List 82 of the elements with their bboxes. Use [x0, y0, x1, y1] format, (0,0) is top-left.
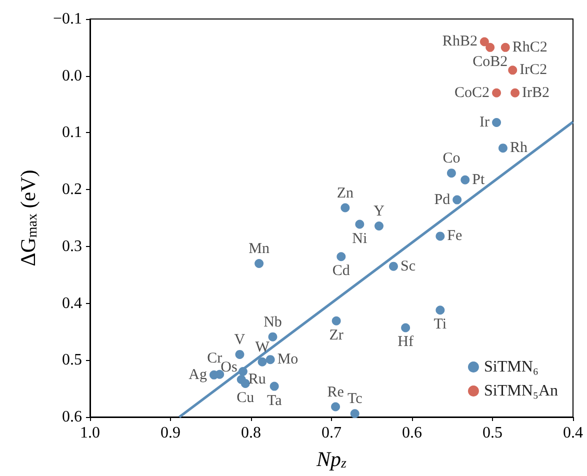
y-tick-label: 0.6 [62, 408, 82, 426]
y-tick-label: −0.1 [52, 10, 82, 28]
annotation: RhC2 [512, 39, 548, 56]
legend-label: SiTMN₆ [484, 358, 538, 376]
point [492, 88, 502, 98]
x-tick-label: 0.9 [160, 424, 180, 442]
y-tick-label: 0.2 [62, 181, 82, 198]
annotation: Hf [398, 334, 414, 350]
annotation: Rh [510, 140, 528, 156]
point [270, 382, 279, 391]
annotation: Tc [347, 391, 363, 408]
point [436, 232, 445, 241]
x-tick-label: 0.5 [482, 424, 502, 442]
y-axis-title: ΔGmax (eV) [16, 170, 40, 266]
point [388, 262, 398, 271]
annotation: Mn [248, 240, 270, 257]
point [510, 88, 520, 98]
x-axis-title: Npz [316, 447, 348, 472]
annotation: Fe [447, 228, 463, 244]
point [332, 316, 341, 326]
point [452, 195, 462, 204]
annotation: Ag [188, 366, 208, 383]
point [266, 355, 275, 364]
x-tick-label: 0.8 [241, 424, 261, 442]
annotation: Sc [400, 258, 416, 274]
point [446, 168, 456, 178]
annotation: Co [442, 150, 460, 167]
point [480, 37, 489, 46]
annotation: Ti [434, 316, 447, 333]
annotation: RhB2 [442, 34, 478, 50]
point [331, 402, 340, 412]
x-tick-label: 0.7 [322, 424, 342, 442]
annotation: Y [374, 203, 385, 220]
y-tick-label: 0.0 [62, 67, 82, 84]
annotation: Os [220, 360, 238, 376]
annotation: Cd [332, 263, 350, 280]
annotation: Nb [264, 314, 282, 330]
annotation: Mo [277, 352, 298, 368]
point [336, 252, 346, 262]
y-tick-label: 0.1 [62, 124, 82, 142]
x-tick-label: 1.0 [80, 424, 100, 442]
x-tick-label: 0.6 [402, 424, 422, 442]
annotation: Pt [472, 172, 486, 188]
point [340, 203, 350, 212]
point [350, 409, 360, 418]
y-tick-label: 0.3 [62, 238, 82, 255]
annotation: Cr [207, 350, 222, 366]
annotation: Cu [236, 390, 255, 406]
point [355, 220, 364, 229]
point [508, 66, 518, 75]
point [240, 378, 250, 388]
point [486, 42, 495, 52]
point [258, 357, 267, 366]
legend-label: SiTMN₅An [484, 382, 558, 400]
annotation: Ta [266, 392, 282, 409]
annotation: Ru [248, 371, 266, 388]
point [436, 306, 445, 315]
annotation: IrB2 [522, 84, 550, 101]
annotation: CoC2 [454, 84, 490, 101]
annotation: Ni [352, 230, 368, 247]
annotation: CoB2 [472, 54, 508, 70]
point [254, 258, 264, 268]
point [268, 332, 278, 342]
annotation: W [255, 339, 270, 356]
point [401, 323, 410, 332]
point [460, 175, 470, 184]
point [492, 118, 502, 127]
annotation: Ir [480, 114, 490, 130]
annotation: Zn [336, 185, 354, 202]
annotation: IrC2 [520, 62, 548, 78]
point [235, 350, 244, 359]
x-tick-label: 0.4 [563, 424, 583, 442]
annotation: Zr [329, 327, 344, 344]
point [500, 42, 510, 52]
point [374, 221, 384, 230]
point [238, 367, 248, 376]
annotation: V [234, 332, 246, 348]
annotation: Re [327, 384, 344, 400]
point [498, 144, 508, 153]
y-tick-label: 0.4 [62, 294, 82, 312]
annotation: Pd [434, 192, 451, 208]
y-tick-label: 0.5 [62, 352, 82, 369]
